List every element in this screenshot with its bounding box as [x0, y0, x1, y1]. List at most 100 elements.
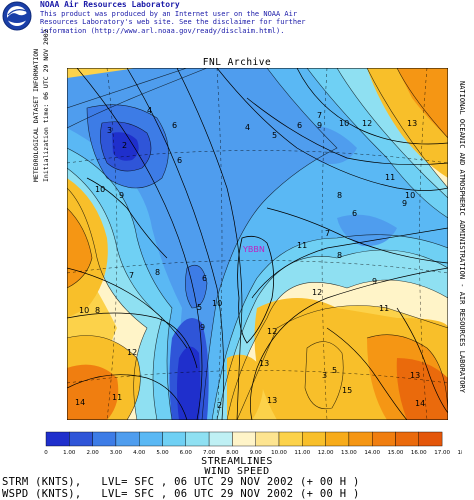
contour-label: 5	[272, 131, 277, 140]
disclaimer-line-3: information (http://www.arl.noaa.gov/rea…	[40, 26, 285, 35]
contour-label: 6	[172, 121, 177, 130]
contour-label: 13	[407, 119, 417, 128]
colorbar-tick-label: 18.00	[458, 450, 462, 456]
contour-label: 6	[297, 121, 302, 130]
contour-label: 2	[122, 141, 127, 150]
contour-label: 10	[212, 299, 222, 308]
contour-label: 6	[352, 209, 357, 218]
colorbar-swatch	[278, 431, 303, 447]
contour-label: 3	[107, 126, 112, 135]
colorbar-tick-label: 9.00	[250, 450, 263, 456]
site-label: YBBN	[242, 245, 265, 254]
legend-streamlines: STRM (KNTS), LVL= SFC , 06 UTC 29 NOV 20…	[2, 476, 360, 488]
contour-label: 2	[217, 401, 222, 410]
colorbar-tick-label: 0	[44, 450, 48, 456]
colorbar-swatch	[208, 431, 233, 447]
site-marker: YBBN	[242, 245, 265, 254]
contour-label: 11	[112, 393, 122, 402]
colorbar-tick-label: 13.00	[341, 450, 357, 456]
colorbar-swatch	[302, 431, 326, 447]
contour-label: 8	[155, 268, 160, 277]
contour-label: 10	[405, 191, 415, 200]
colorbar-tick-label: 7.00	[203, 450, 216, 456]
colorbar-tick-label: 6.00	[180, 450, 193, 456]
colorbar-swatch	[115, 431, 140, 447]
contour-label: 4	[245, 123, 250, 132]
colorbar-swatch	[232, 431, 256, 447]
colorbar-tick-label: 1.00	[63, 450, 76, 456]
colorbar-tick-label: 5.00	[156, 450, 169, 456]
colorbar-tick-label: 3.00	[110, 450, 123, 456]
contour-label: 7	[129, 271, 134, 280]
contour-label: 13	[410, 371, 420, 380]
colorbar-tick-label: 2.00	[86, 450, 99, 456]
colorbar-swatch	[348, 431, 373, 447]
contour-label: 8	[337, 251, 342, 260]
colorbar-swatch	[372, 431, 396, 447]
legend-wind-speed: WSPD (KNTS), LVL= SFC , 06 UTC 29 NOV 20…	[2, 488, 360, 500]
noaa-logo	[2, 1, 32, 31]
colorbar-swatch	[92, 431, 117, 447]
colorbar-tick-label: 17.00	[434, 450, 450, 456]
contour-label: 13	[259, 359, 269, 368]
dataset-info-line-2: Initialization time: 06 UTC 29 NOV 2002	[42, 29, 50, 182]
contour-label: 7	[317, 111, 322, 120]
contour-label: 8	[95, 306, 100, 315]
colorbar-tick-label: 15.00	[388, 450, 404, 456]
contour-label: 12	[267, 327, 277, 336]
contour-label: 11	[385, 173, 395, 182]
colorbar-swatch	[395, 431, 419, 447]
dataset-info-line-1: METEOROLOGICAL DATASET INFORMATION	[32, 48, 40, 182]
colorbar-tick-label: 4.00	[133, 450, 146, 456]
contour-label: 12	[362, 119, 372, 128]
colorbar-swatch	[162, 431, 186, 447]
colorbar-swatch	[418, 431, 443, 447]
contour-label: 9	[402, 199, 407, 208]
contour-label: 12	[312, 288, 322, 297]
colorbar-swatch	[255, 431, 280, 447]
contour-label: 4	[147, 106, 152, 115]
colorbar-swatch	[69, 431, 93, 447]
contour-label: 9	[372, 277, 377, 286]
colorbar-swatches	[45, 431, 443, 447]
colorbar-tick-label: 16.00	[411, 450, 427, 456]
colorbar-swatch	[325, 431, 350, 447]
contour-label: 6	[202, 274, 207, 283]
colorbar-swatch	[185, 431, 210, 447]
contour-label: 11	[379, 304, 389, 313]
footer-title-1: STREAMLINES	[201, 456, 273, 467]
contour-label: 14	[415, 399, 425, 408]
contour-label: 8	[337, 191, 342, 200]
colorbar-tick-label: 14.00	[364, 450, 380, 456]
colorbar-tick-label: 10.00	[271, 450, 287, 456]
contour-label: 9	[119, 191, 124, 200]
colorbar-swatch	[45, 431, 70, 447]
disclaimer-line-1: This product was produced by an Internet…	[40, 9, 298, 18]
contour-label: 14	[75, 398, 85, 407]
header-disclaimer: NOAA Air Resources Laboratory This produ…	[40, 0, 360, 35]
contour-label: 10	[79, 306, 89, 315]
lab-name: NOAA Air Resources Laboratory	[40, 0, 180, 9]
contour-label: 9	[317, 121, 322, 130]
map-title: FNL Archive	[202, 57, 272, 68]
disclaimer-line-2: Resources Laboratory's web site. See the…	[40, 18, 306, 26]
contour-label: 13	[267, 396, 277, 405]
contour-label: 10	[95, 185, 105, 194]
colorbar-ticks: 0 1.00 2.00 3.00 4.00 5.00 6.00 7.00 8.00 9.00 10.…	[44, 450, 462, 456]
contour-label: 5	[197, 303, 202, 312]
colorbar-tick-label: 12.00	[318, 450, 334, 456]
contour-label: 15	[342, 386, 352, 395]
colorbar: 0 1.00 2.00 3.00 4.00 5.00 6.00 7.00 8.00 9.00 10.…	[44, 431, 462, 456]
footer-title-2: WIND SPEED	[204, 466, 270, 477]
contour-label: 3	[322, 371, 327, 380]
contour-label: 10	[339, 119, 349, 128]
contour-label: 9	[200, 323, 205, 332]
colorbar-swatch	[138, 431, 163, 447]
contour-label: 6	[177, 156, 182, 165]
noaa-credit: NATIONAL OCEANIC AND ATMOSPHERIC ADMINIS…	[458, 81, 466, 393]
contour-label: 11	[297, 241, 307, 250]
contour-label: 7	[325, 229, 330, 238]
contour-label: 12	[127, 348, 137, 357]
